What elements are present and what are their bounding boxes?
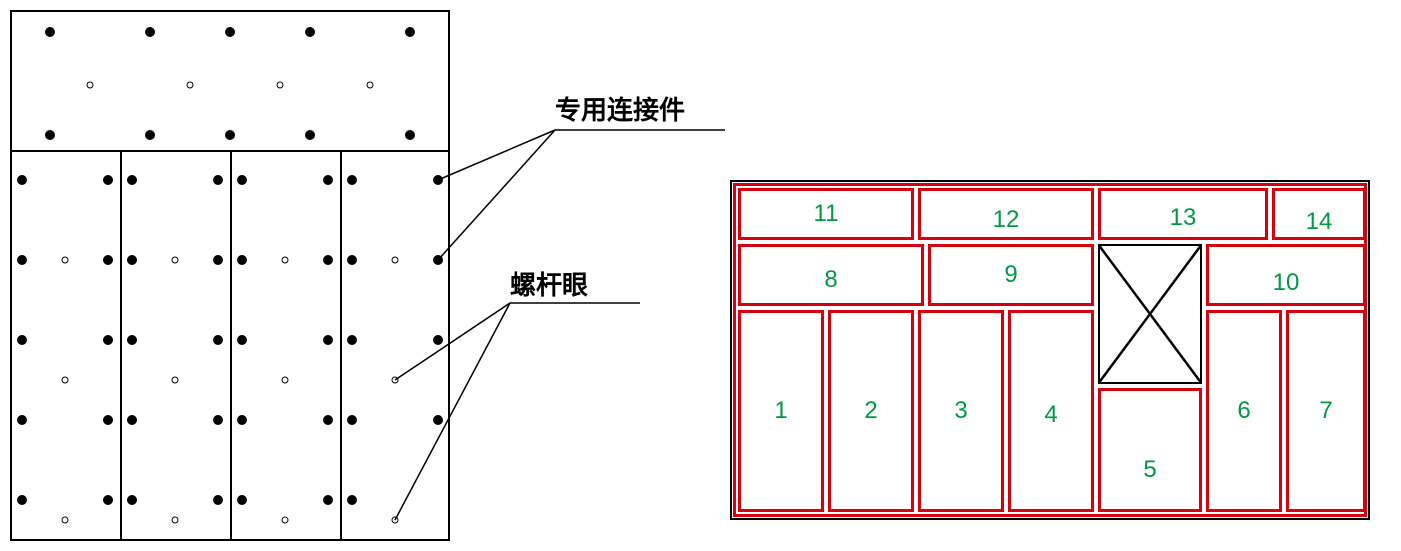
box-5	[1098, 388, 1202, 512]
num-11: 11	[814, 200, 839, 228]
num-6: 6	[1237, 397, 1250, 425]
num-1: 1	[774, 397, 787, 425]
num-13: 13	[1170, 204, 1197, 232]
num-5: 5	[1143, 456, 1156, 484]
label-screw-eye: 螺杆眼	[510, 265, 588, 302]
num-10: 10	[1273, 269, 1300, 297]
right-layout-diagram: 11 12 13 14 8 9 10 1 2 3 4 5 6 7	[730, 180, 1370, 520]
left-panel-diagram: 专用连接件 螺杆眼	[10, 10, 480, 541]
num-12: 12	[993, 206, 1020, 234]
num-3: 3	[954, 397, 967, 425]
num-2: 2	[864, 397, 877, 425]
num-4: 4	[1044, 401, 1057, 429]
num-14: 14	[1306, 208, 1333, 236]
num-8: 8	[824, 266, 837, 294]
label-connector: 专用连接件	[555, 90, 685, 127]
num-7: 7	[1319, 397, 1332, 425]
num-9: 9	[1004, 261, 1017, 289]
diagram-container: 专用连接件 螺杆眼 11 12 13 14 8	[10, 10, 1391, 541]
crossbox-x-icon	[1098, 244, 1202, 384]
